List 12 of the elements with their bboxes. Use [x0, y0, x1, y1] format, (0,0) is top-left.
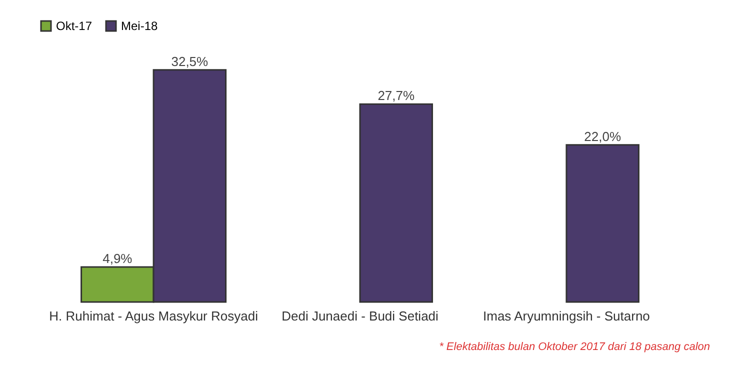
- legend-label: Mei-18: [121, 19, 158, 33]
- data-label: 32,5%: [171, 54, 209, 69]
- x-tick-label: Imas Aryumningsih - Sutarno: [483, 308, 650, 324]
- legend-label: Okt-17: [56, 19, 92, 33]
- x-tick-label: H. Ruhimat - Agus Masykur Rosyadi: [49, 308, 258, 324]
- bar: [566, 144, 640, 303]
- bar: [359, 103, 434, 303]
- data-label: 22,0%: [584, 128, 622, 144]
- text: * Elektabilitas bulan Oktober 2017 dari 18 pasang calon: [438, 340, 711, 355]
- x-tick-label: Dedi Junaedi - Budi Setiadi: [282, 308, 439, 324]
- data-label: 4,9%: [102, 251, 133, 266]
- data-label: 27,7%: [378, 88, 415, 104]
